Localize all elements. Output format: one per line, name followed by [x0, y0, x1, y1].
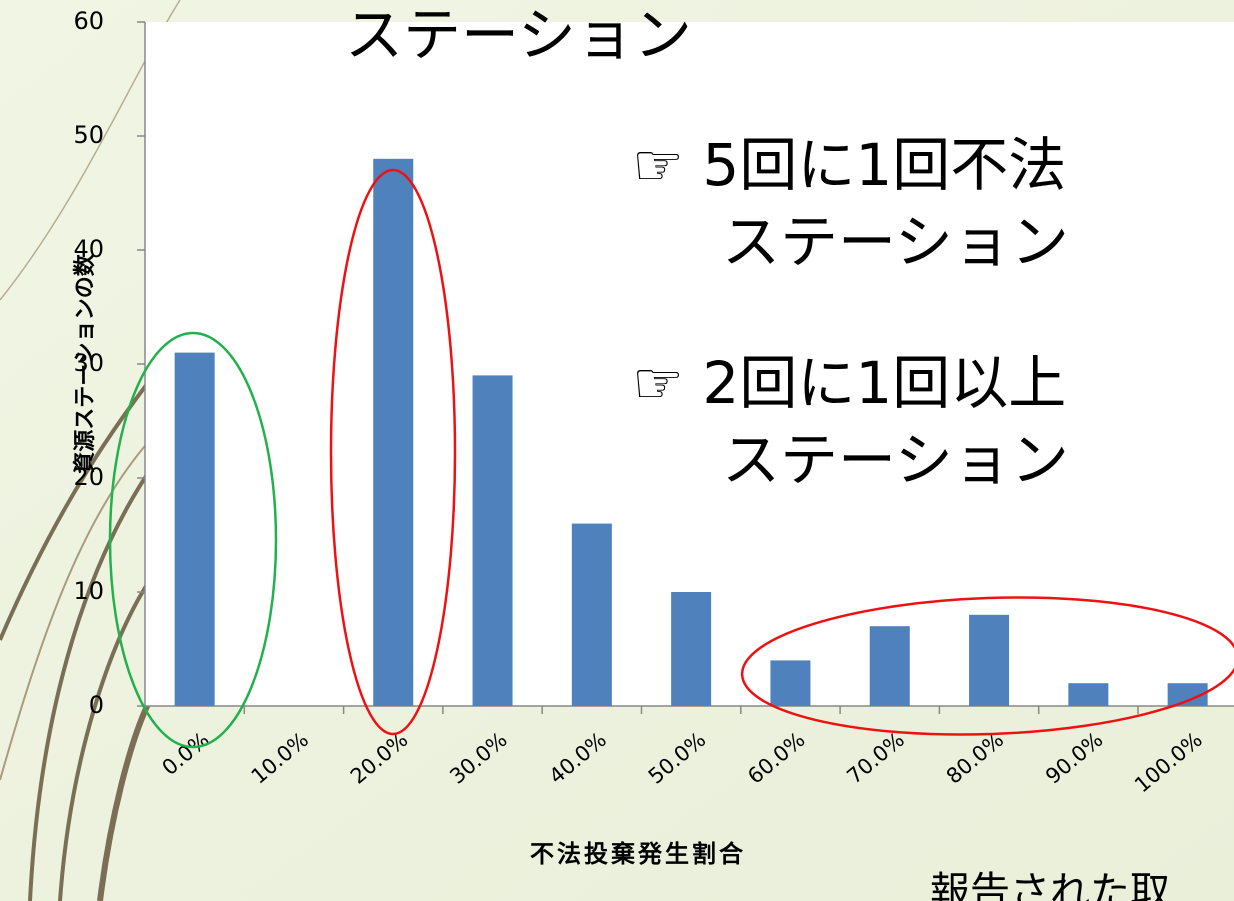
y-tick-label: 20: [73, 463, 104, 491]
y-axis-label: 資源ステーションの数: [72, 253, 98, 474]
y-tick-label: 40: [73, 235, 104, 263]
bar: [571, 523, 612, 706]
slide-text: ステーション: [722, 208, 1069, 276]
decoration: [0, 0, 181, 901]
bar: [174, 352, 215, 706]
y-tick-label: 60: [73, 7, 104, 35]
y-tick-label: 10: [73, 577, 104, 605]
bar: [869, 626, 910, 706]
bar: [770, 660, 811, 706]
y-tick-label: 0: [89, 691, 104, 719]
slide-text: 報告された取: [930, 869, 1170, 901]
highlight-ellipse: [108, 331, 278, 749]
highlight-ellipse: [329, 168, 457, 736]
annotations: [108, 168, 1234, 749]
bar: [373, 158, 414, 707]
highlight-ellipse: [740, 596, 1234, 736]
bar: [671, 592, 712, 706]
bar: [969, 614, 1010, 706]
y-tick-label: 50: [73, 121, 104, 149]
slide-text: ステーション: [345, 1, 692, 69]
bar: [472, 375, 513, 706]
x-axis-label: 不法投棄発生割合: [530, 840, 746, 868]
slide-text: ステーション: [722, 426, 1069, 494]
slide-text: ☞ 5回に1回不法: [632, 131, 1066, 199]
y-tick-label: 30: [73, 349, 104, 377]
bar: [1167, 683, 1208, 706]
bar: [1068, 683, 1109, 706]
slide-text: ☞ 2回に1回以上: [632, 349, 1066, 417]
